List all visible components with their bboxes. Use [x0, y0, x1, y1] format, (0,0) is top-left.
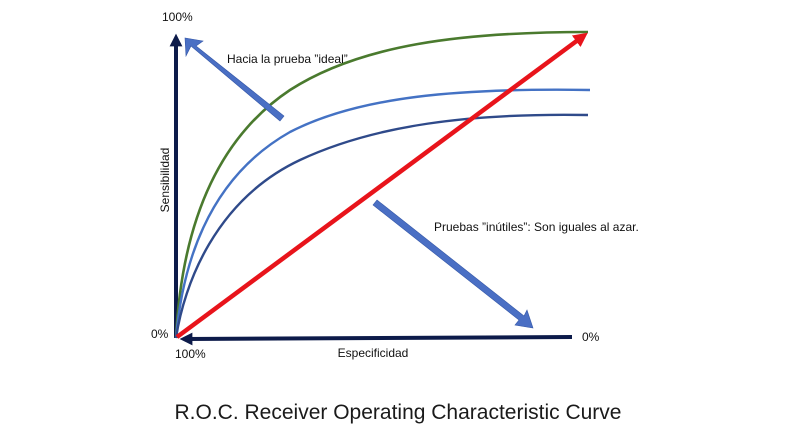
roc-curve-blue-light — [174, 88, 591, 339]
x-axis-left-label: 100% — [175, 347, 206, 361]
x-axis — [179, 332, 573, 346]
useless-direction-arrow — [372, 199, 534, 329]
y-axis-title: Sensibilidad — [158, 148, 172, 213]
ideal-direction-arrow — [184, 37, 285, 122]
figure-caption: R.O.C. Receiver Operating Characteristic… — [175, 401, 622, 424]
ideal-test-note: Hacia la prueba ”ideal” — [227, 52, 348, 66]
chance-diagonal-arrow — [175, 32, 588, 339]
roc-curve-blue-dark — [174, 113, 589, 339]
origin-label: 0% — [151, 327, 169, 341]
x-axis-right-label: 0% — [582, 330, 600, 344]
x-axis-title: Especificidad — [338, 346, 409, 360]
y-axis-top-label: 100% — [162, 10, 193, 24]
roc-curve-green — [174, 30, 589, 339]
useless-test-note: Pruebas ”inútiles”: Son iguales al azar. — [434, 220, 639, 234]
